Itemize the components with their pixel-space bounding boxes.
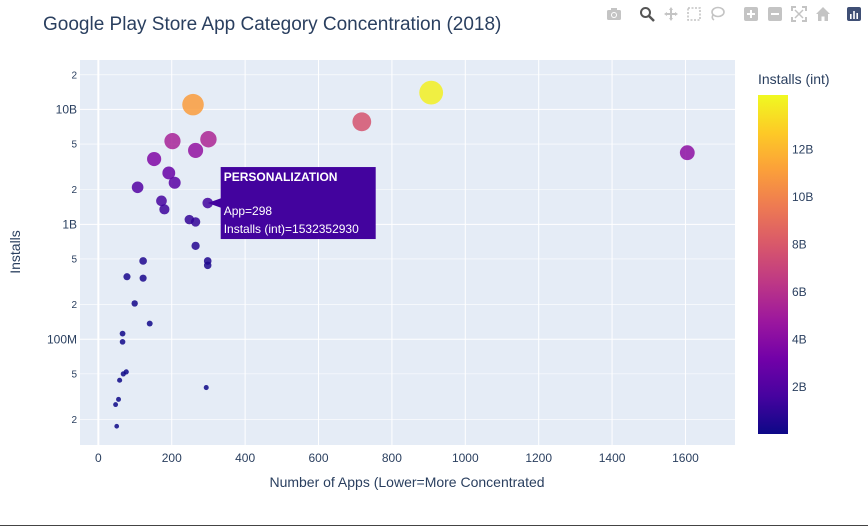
data-point[interactable] [679, 145, 695, 161]
x-tick-label: 1200 [525, 451, 552, 465]
tooltip-line-installs: Installs (int)=1532352930 [224, 222, 359, 236]
lasso-select-icon[interactable] [707, 4, 727, 24]
y-minor-tick-label: 2 [71, 415, 77, 426]
box-select-icon[interactable] [684, 4, 704, 24]
y-minor-tick-label: 5 [71, 254, 77, 265]
data-point[interactable] [168, 176, 181, 189]
data-point[interactable] [123, 273, 131, 281]
colorbar-title: Installs (int) [758, 71, 830, 87]
y-axis-ticks: 100M 1B 10B 2 5 2 5 2 5 2 [47, 70, 77, 426]
y-minor-tick-label: 5 [71, 140, 77, 151]
hover-tooltip: PERSONALIZATION App=298 Installs (int)=153… [207, 167, 376, 240]
chart-title: Google Play Store App Category Concentra… [43, 14, 501, 35]
y-minor-tick-label: 2 [71, 300, 77, 311]
y-tick-label: 100M [47, 332, 77, 346]
y-minor-tick-label: 5 [71, 369, 77, 380]
plotly-logo-icon[interactable] [844, 4, 864, 24]
y-axis-title: Installs [7, 230, 23, 274]
y-minor-tick-label: 2 [71, 70, 77, 81]
data-point[interactable] [190, 217, 201, 227]
x-axis-title: Number of Apps (Lower=More Concentrated [269, 474, 544, 490]
data-point[interactable] [191, 241, 200, 250]
x-tick-label: 800 [382, 451, 402, 465]
x-tick-label: 1000 [452, 451, 479, 465]
x-tick-label: 0 [95, 451, 102, 465]
y-tick-label: 10B [56, 102, 77, 116]
data-point[interactable] [164, 133, 181, 150]
colorbar-tick-label: 6B [792, 285, 807, 299]
data-point[interactable] [139, 274, 147, 282]
data-point[interactable] [119, 339, 126, 345]
reset-axes-icon[interactable] [813, 4, 833, 24]
colorbar-tick-label: 4B [792, 332, 807, 346]
tooltip-title: PERSONALIZATION [224, 170, 338, 184]
autoscale-icon[interactable] [789, 4, 809, 24]
x-tick-label: 1600 [672, 451, 699, 465]
data-point[interactable] [139, 257, 147, 265]
colorbar-tick-label: 10B [792, 190, 813, 204]
x-tick-label: 400 [235, 451, 255, 465]
data-point[interactable] [202, 197, 213, 209]
data-point[interactable] [146, 320, 153, 327]
colorbar-tick-label: 2B [792, 380, 807, 394]
zoom-icon[interactable] [637, 4, 657, 24]
tooltip-pointer [207, 198, 222, 209]
data-point[interactable] [117, 377, 123, 383]
y-minor-tick-label: 2 [71, 185, 77, 196]
x-tick-label: 1400 [599, 451, 626, 465]
x-tick-label: 600 [308, 451, 328, 465]
data-point[interactable] [114, 423, 120, 429]
plot-area[interactable] [80, 60, 735, 445]
data-point[interactable] [159, 204, 170, 215]
markers [113, 80, 695, 429]
data-point[interactable] [203, 385, 209, 391]
pan-icon[interactable] [661, 4, 681, 24]
colorbar [758, 95, 788, 434]
x-axis-ticks: 0 200 400 600 800 1000 1200 1400 1600 [95, 451, 699, 465]
colorbar-tick-label: 8B [792, 238, 807, 252]
camera-icon[interactable] [604, 4, 624, 24]
data-point[interactable] [119, 330, 126, 337]
data-point[interactable] [182, 93, 204, 116]
data-point[interactable] [147, 151, 162, 167]
data-point[interactable] [352, 112, 372, 132]
data-point[interactable] [156, 195, 167, 207]
tooltip-line-app: App=298 [224, 204, 273, 218]
data-point[interactable] [131, 300, 138, 307]
data-point[interactable] [200, 131, 217, 148]
data-point[interactable] [188, 142, 204, 158]
x-tick-label: 200 [162, 451, 182, 465]
data-point[interactable] [120, 371, 126, 377]
colorbar-tick-label: 12B [792, 143, 813, 157]
tooltip-box [220, 167, 376, 240]
data-point[interactable] [113, 402, 119, 408]
data-point[interactable] [203, 261, 212, 270]
colorbar-ticks: 2B 4B 6B 8B 10B 12B [792, 143, 813, 394]
zoom-out-icon[interactable] [765, 4, 785, 24]
data-point[interactable] [116, 396, 121, 402]
data-point[interactable] [419, 80, 444, 105]
y-tick-label: 1B [62, 217, 77, 231]
zoom-in-icon[interactable] [741, 4, 761, 24]
data-point[interactable] [162, 166, 176, 180]
data-point[interactable] [131, 181, 144, 194]
